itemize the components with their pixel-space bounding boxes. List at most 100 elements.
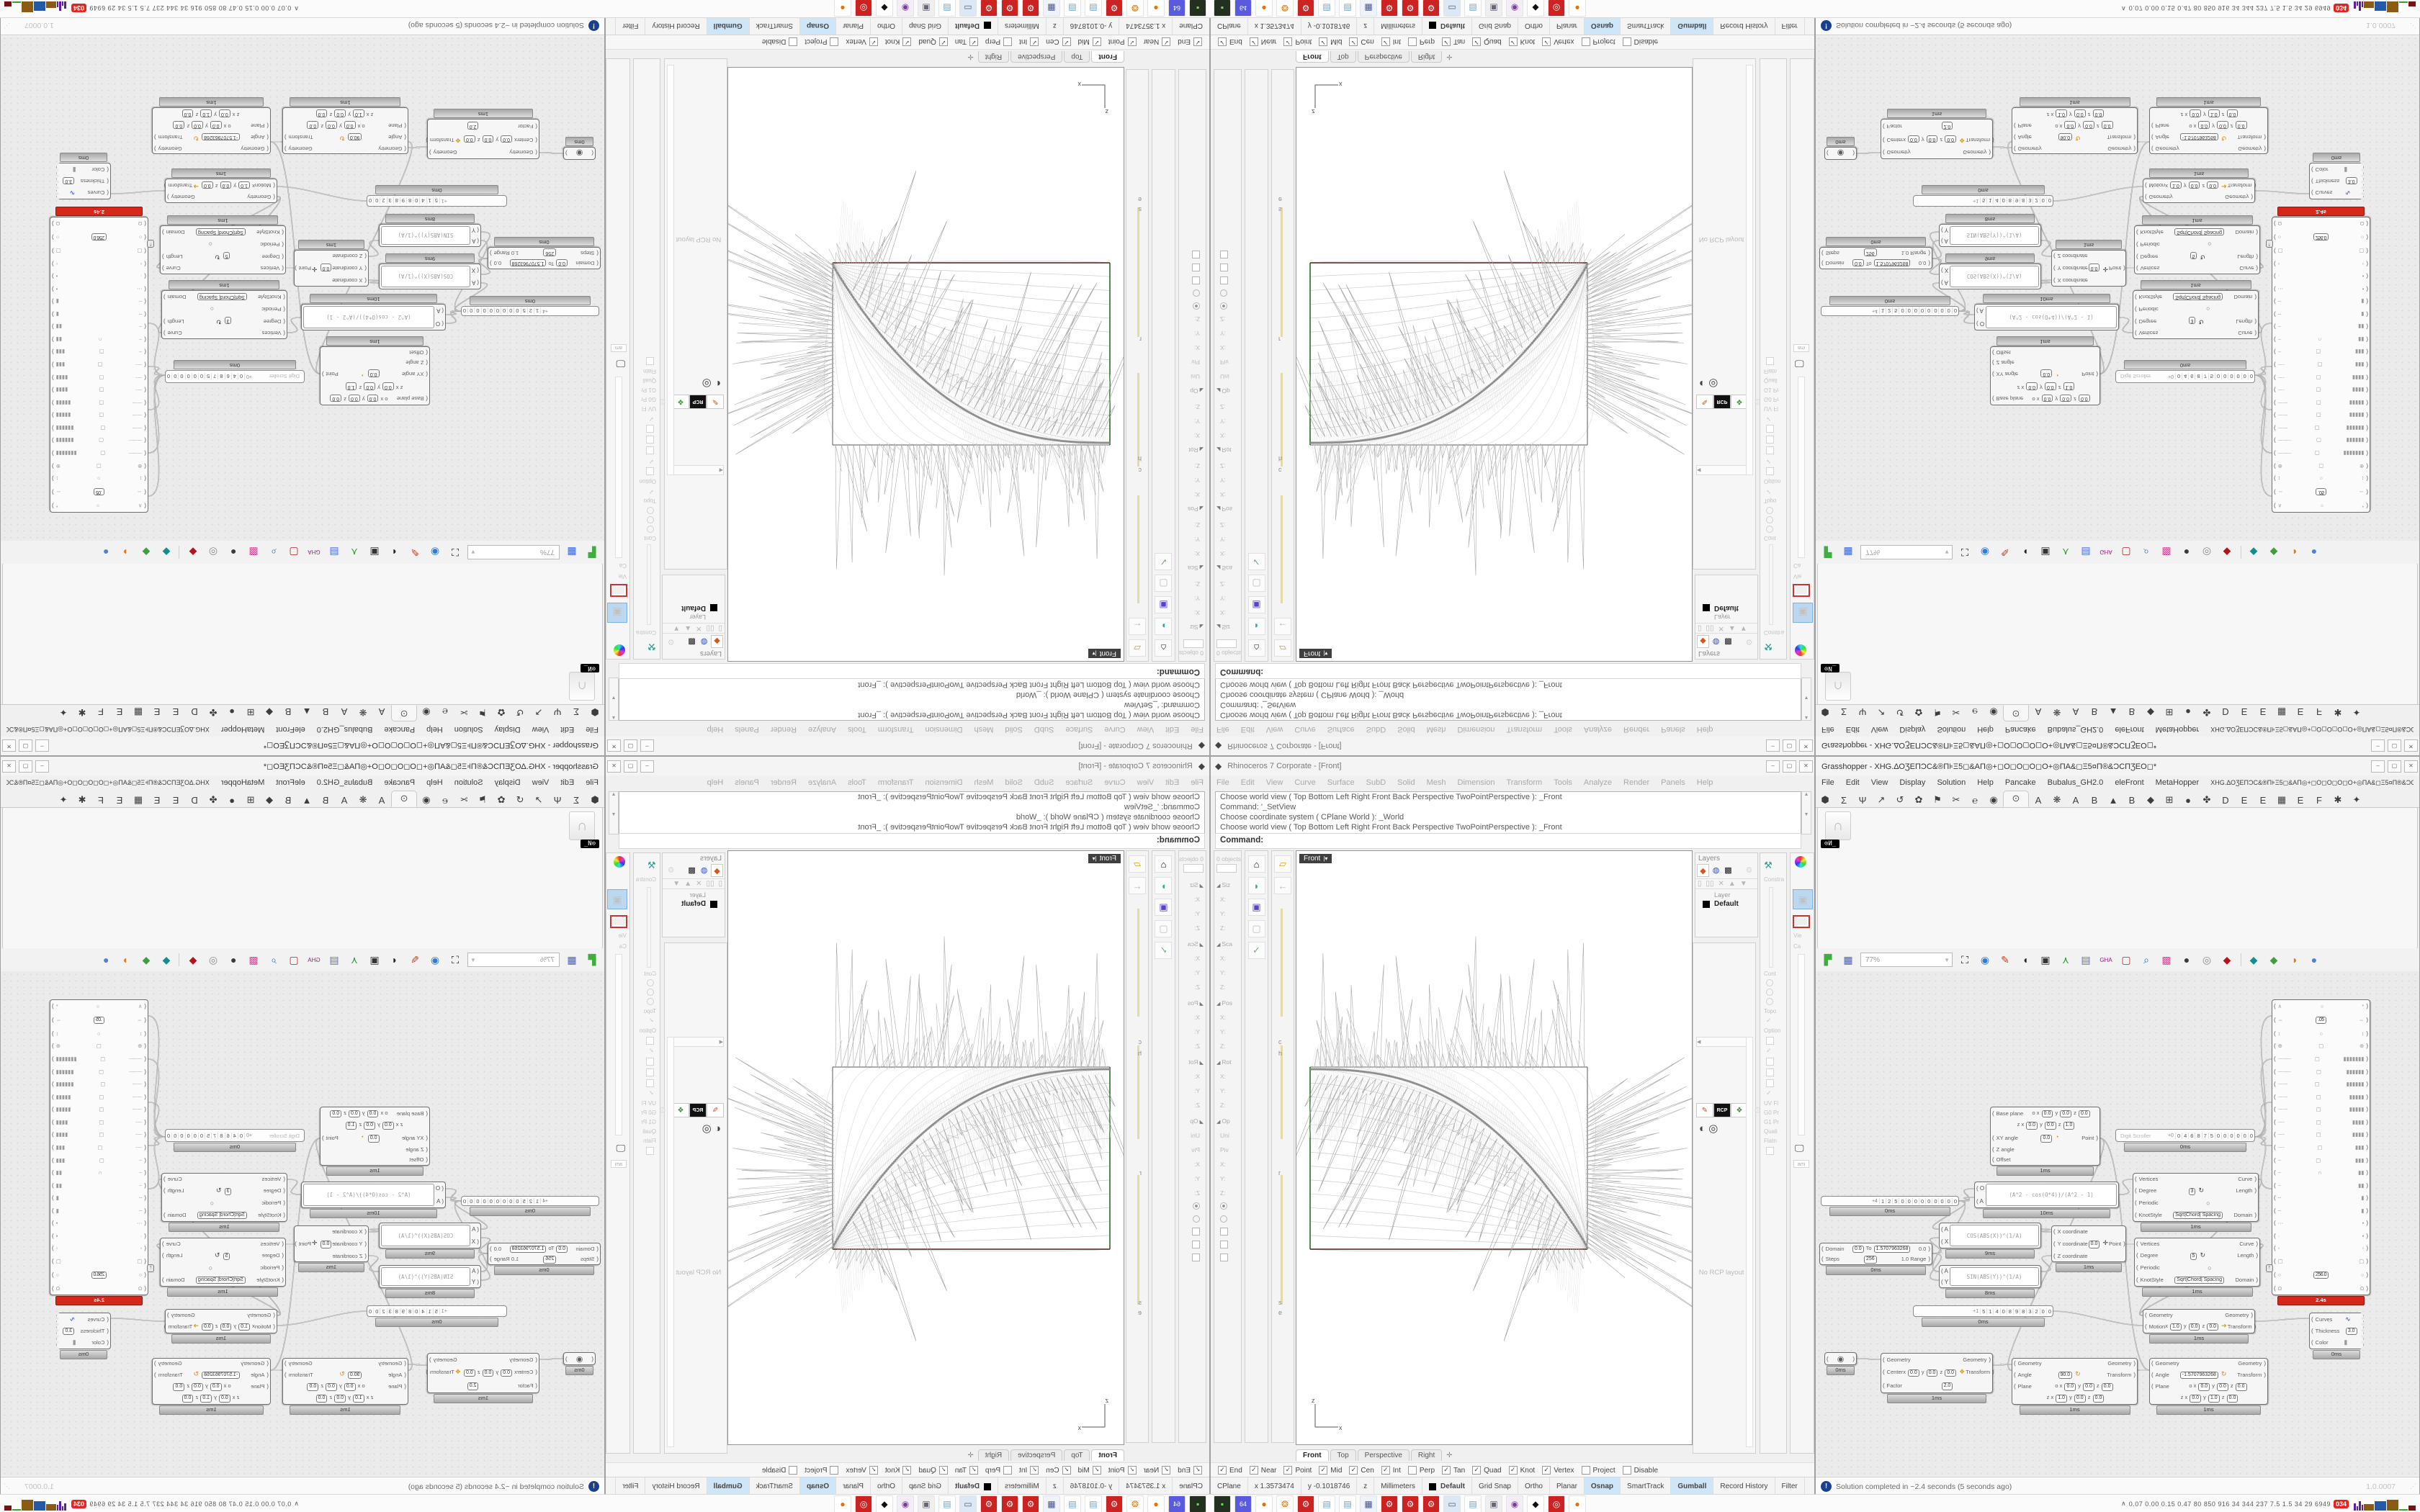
panel-bx[interactable] (646, 357, 654, 365)
input-A[interactable]: ( A (1941, 279, 1948, 286)
find-icon[interactable]: ⌕ (2143, 953, 2149, 966)
gh-menu-edit[interactable]: Edit (560, 725, 575, 734)
c64-icon[interactable]: 64 (1234, 1495, 1252, 1512)
gene-row[interactable]: (┈┈┈┈ ▢ ▮▮▮▮▮▮▮) (2272, 1056, 2370, 1062)
gh-tab-plugin-e3[interactable]: E (2297, 706, 2304, 717)
gene-row[interactable]: (┄ ▮) (2272, 298, 2370, 305)
node-body[interactable]: (Geometry Geometry)(Center x 0.0 y 0.0 z 0… (1881, 119, 1994, 159)
rhino-menu-view[interactable]: View (1137, 725, 1155, 734)
osnap-checkbox[interactable]: ✓ (1127, 37, 1137, 46)
digit[interactable]: 2 (380, 197, 387, 204)
gh-node-scale[interactable]: (Geometry Geometry)(Center x 0.0 y 0.0 z 0… (1881, 1353, 1994, 1403)
viewport-title-tab[interactable]: Front|▾ (1299, 649, 1332, 658)
gem-red-icon[interactable]: ◆ (2223, 546, 2231, 559)
gene-row[interactable]: (⋯ ▪) (2272, 286, 2370, 292)
find-icon[interactable]: ⌕ (2143, 546, 2149, 559)
command-scrollbar[interactable]: ▲ ▼ (609, 791, 619, 834)
status-grid-snap[interactable]: Grid Snap (902, 17, 949, 35)
value-chip[interactable]: 0.0 (2235, 121, 2247, 129)
gh-tab-plugin-a2[interactable]: A (341, 706, 348, 717)
value-chip[interactable]: -1.5707963268 (2179, 1371, 2218, 1380)
digit[interactable]: 0 (198, 1132, 206, 1139)
gimp-icon[interactable]: ◉ (1506, 1495, 1523, 1512)
gh-tab-plugin[interactable]: ❋ (2053, 794, 2061, 805)
scroller-body[interactable]: Digit Scroller +0 0 4 6 8 7 5 0 0 0 0 0 0 (165, 1129, 305, 1142)
digit[interactable]: 0 (185, 1132, 192, 1139)
gh-tab-display[interactable]: ◉ (422, 707, 431, 718)
panel-vscrollbar[interactable] (615, 954, 622, 1135)
digit[interactable]: 0 (1999, 1308, 2007, 1315)
status-cplane[interactable]: CPlane (1172, 1477, 1209, 1495)
gem-orange-icon[interactable]: ◑ (2290, 954, 2298, 966)
status-gumball[interactable]: Gumball (706, 17, 749, 35)
gh-canvas[interactable]: (Base plane o x 0.0 y 0.0 z 0.0 z x 0.0 y… (1, 971, 604, 1475)
value-chip[interactable]: 3.0 (2346, 177, 2357, 185)
digit[interactable]: 0 (501, 1197, 508, 1205)
gh-menu-metahopper[interactable]: MetaHopper (220, 778, 265, 787)
gh-node-gene-pool[interactable]: (∧ ○ *)(⇔ .05 ⇔)(↕ ○ ↕)(⊕ ▢ ⊕)(┈┈┈┈ ▢ ▮▮▮▮▮▮▮)(┈┈┈… (50, 999, 154, 1305)
spheres-light-icon[interactable]: ◎ (208, 953, 218, 966)
gh-node-expression-1[interactable]: ( O( A (A^2 - cos(O*4))/(A^2 - 1) 10ms (301, 1182, 446, 1218)
gene-row[interactable]: (▫ ▫) (2272, 261, 2370, 267)
gh-tab-plugin-e[interactable]: E (172, 795, 179, 806)
layers-tab-shield-icon[interactable]: ◆ (1697, 864, 1709, 877)
gh-tab-surface[interactable]: ✿ (497, 707, 506, 718)
value-chip[interactable]: 0.0 (2088, 1241, 2100, 1248)
node-body[interactable]: ( O( A (A^2 - cos(O*4))/(A^2 - 1) (301, 304, 446, 330)
cap-icon[interactable]: ⌂ (1247, 639, 1265, 657)
osnap-checkbox[interactable]: ✓ (1349, 37, 1358, 46)
layers-gear-icon[interactable]: ⚙ (1745, 637, 1753, 647)
gene-row[interactable]: (┈ ▮▮) (2272, 1182, 2370, 1189)
gh-close-button[interactable]: ✕ (2, 760, 16, 773)
osnap-checkbox[interactable]: ✓ (1162, 37, 1171, 46)
gh-tab-plugin-dot[interactable]: ● (2185, 706, 2191, 717)
gene-row[interactable]: (┈ ▮▮) (50, 323, 148, 330)
osnap-project[interactable]: Project (805, 1466, 839, 1475)
digit[interactable]: 1 (426, 197, 434, 204)
document-icon[interactable]: ▢ (2121, 953, 2131, 966)
gh-tab-display[interactable]: ◉ (422, 794, 431, 805)
value-chip[interactable]: 1.5707963268 (1873, 259, 1911, 267)
gene-row[interactable]: (∧ ○ *) (50, 1003, 148, 1009)
status-default[interactable]: Default (948, 17, 998, 35)
gh-tab-plugin-selected[interactable]: ⊙ (391, 705, 417, 721)
gh-node-rotate-90[interactable]: (Geometry Geometry)(Angle 90.0 ↻ Transform)… (282, 1358, 408, 1415)
gh-tab-sets[interactable]: Ψ (1858, 795, 1867, 806)
value-chip[interactable]: 3 (2188, 1187, 2196, 1196)
digit[interactable]: 0 (2174, 1132, 2182, 1139)
value-chip[interactable]: 0.0 (1908, 135, 1919, 143)
rcp-tab-active[interactable]: RCP (689, 395, 707, 409)
status-planar[interactable]: Planar (835, 1477, 870, 1495)
gh-tab-plugin-shield[interactable]: ◆ (266, 707, 273, 718)
gh-node-move[interactable]: (Geometry Geometry)(Motion x 1.0 y 0.0 z 0… (164, 1309, 277, 1344)
back-arrow-icon[interactable]: ← (1129, 618, 1146, 635)
folder-icon[interactable]: ▱ (1129, 639, 1146, 657)
calculator-icon[interactable]: ▦ (1043, 0, 1060, 17)
digit[interactable]: 4 (1993, 1308, 1999, 1315)
value-chip[interactable]: 1.0 (238, 181, 250, 189)
value-chip[interactable]: 256.0 (2313, 1271, 2329, 1279)
osnap-int[interactable]: ✓ Int (1019, 1466, 1039, 1475)
gh-menu-file[interactable]: File (1821, 725, 1834, 734)
gh-menu-display[interactable]: Display (494, 725, 521, 734)
status-gumball[interactable]: Gumball (706, 1477, 749, 1495)
rhino-menu-solid[interactable]: Solid (1005, 778, 1023, 787)
firefox-icon[interactable]: ● (834, 0, 851, 17)
c64-icon[interactable]: 64 (1234, 0, 1252, 17)
digit[interactable]: 0 (198, 373, 206, 380)
gene-row[interactable]: (┈┈ ▢ ▮▮▮▮) (50, 1119, 148, 1125)
value-chip[interactable]: 0.0 (2083, 121, 2094, 129)
command-history[interactable]: Choose world view ( Top Bottom Left Righ… (1215, 678, 1801, 721)
input-O[interactable]: ( O (1976, 320, 1985, 327)
digit[interactable]: 0 (1918, 307, 1926, 315)
value-chip[interactable]: 2.0 (467, 122, 479, 130)
gh-node-gene-pool[interactable]: (∧ ○ *)(⇔ .05 ⇔)(↕ ○ ↕)(⊕ ▢ ⊕)(┈┈┈┈ ▢ ▮▮▮▮▮▮▮)(┈┈┈… (2266, 999, 2370, 1305)
sketch-icon[interactable]: ✎ (411, 546, 419, 559)
gh-tab-plugin-e2[interactable]: E (153, 706, 161, 717)
swatch-icon[interactable]: ▢ (1247, 575, 1265, 592)
osnap-checkbox[interactable]: ✓ (902, 37, 912, 46)
status-record-history[interactable]: Record History (645, 1477, 707, 1495)
rcp-tab-pencil-icon[interactable]: ✎ (1696, 1103, 1713, 1117)
value-chip[interactable]: 256 (543, 248, 557, 256)
